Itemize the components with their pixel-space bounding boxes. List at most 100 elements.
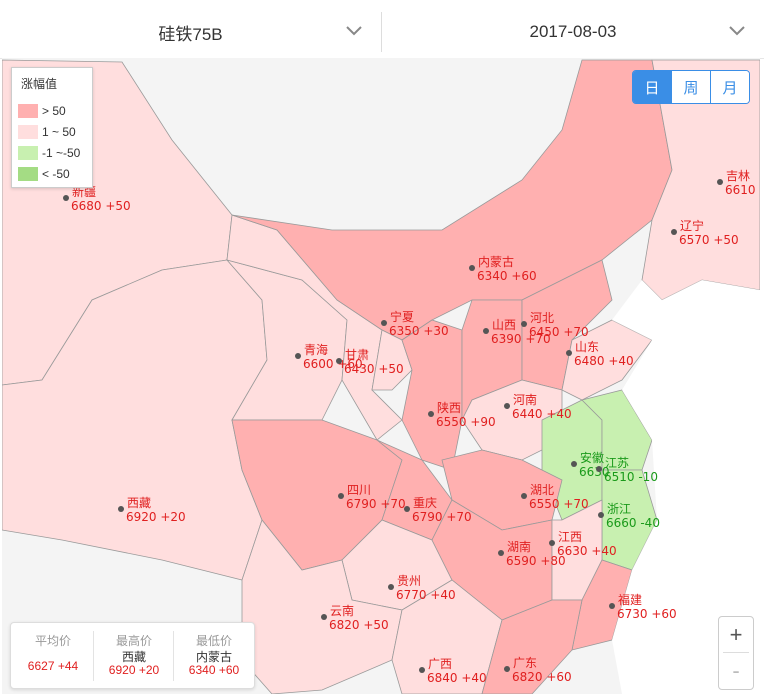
legend-item[interactable]: 1 ~ 50	[18, 123, 76, 141]
province-name: 山东	[575, 340, 599, 354]
period-week-button[interactable]: 周	[671, 71, 710, 103]
province-name: 湖北	[530, 482, 554, 497]
province-value: 6770 +40	[396, 588, 456, 602]
province-value: 6820 +60	[512, 670, 572, 684]
region-ningxia	[371, 329, 413, 391]
period-toggle: 日 周 月	[632, 70, 750, 104]
province-dot	[63, 195, 69, 201]
stat-divider	[93, 631, 94, 681]
province-dot	[483, 328, 489, 334]
product-select[interactable]: 硅铁75B	[0, 8, 381, 56]
province-name: 湖南	[507, 539, 531, 554]
province-value: 6680 +50	[71, 199, 131, 213]
sea-area	[612, 280, 760, 694]
zoom-out-button[interactable]: -	[732, 657, 740, 683]
province-value: 6820 +50	[329, 618, 389, 632]
legend-item[interactable]: -1 ~-50	[18, 144, 80, 162]
province-value: 6790 +70	[346, 497, 406, 511]
province-value: 6390 +70	[491, 332, 551, 346]
province-value: 6550 +90	[436, 415, 496, 429]
province-dot	[504, 403, 510, 409]
region-shaanxi	[401, 319, 463, 471]
product-select-value: 硅铁75B	[158, 24, 223, 44]
legend-label: -1 ~-50	[42, 146, 81, 160]
province-value: 6350 +30	[389, 324, 449, 338]
province-value: 6340 +60	[477, 269, 537, 283]
province-dot	[338, 493, 344, 499]
stat-value: 6627 +44	[27, 659, 79, 673]
province-name: 甘肃	[345, 348, 369, 362]
stat-min: 最低价 内蒙古 6340 +60	[174, 623, 254, 688]
province-dot	[596, 466, 602, 472]
province-value: 6920 +20	[126, 510, 186, 524]
province-name: 吉林	[726, 169, 750, 183]
province-value: 6840 +40	[427, 671, 487, 685]
china-price-map[interactable]: 新疆 6680 +50 吉林 6610 辽宁 6570 +50 内蒙古 6340 +60 宁夏 6…	[2, 58, 760, 694]
province-dot	[549, 540, 555, 546]
legend-item[interactable]: < -50	[18, 165, 70, 183]
province-value: 6610	[725, 183, 756, 197]
province-value: 6660 -40	[606, 516, 660, 530]
period-month-button[interactable]: 月	[710, 71, 749, 103]
legend-swatch	[18, 167, 38, 181]
zoom-separator	[723, 652, 749, 653]
legend-swatch	[18, 146, 38, 160]
stat-divider	[173, 631, 174, 681]
stat-max: 最高价 西藏 6920 +20	[94, 623, 174, 688]
top-bar: 硅铁75B 2017-08-03	[0, 0, 764, 59]
period-day-button[interactable]: 日	[633, 71, 671, 103]
province-dot	[504, 666, 510, 672]
province-dot	[671, 229, 677, 235]
province-name: 江西	[558, 530, 582, 544]
province-dot	[521, 493, 527, 499]
province-value: 6510 -10	[604, 470, 658, 484]
province-dot	[521, 321, 527, 327]
province-dot	[118, 506, 124, 512]
map-legend: 涨幅值 > 50 1 ~ 50 -1 ~-50 < -50	[11, 67, 93, 188]
province-name: 宁夏	[390, 309, 414, 324]
province-name: 青海	[304, 342, 328, 357]
province-dot	[419, 667, 425, 673]
date-select[interactable]: 2017-08-03	[382, 8, 764, 56]
province-value: 6480 +40	[574, 354, 634, 368]
province-value: 6730 +60	[617, 607, 677, 621]
zoom-in-button[interactable]: +	[729, 621, 743, 647]
province-name: 江苏	[605, 456, 629, 470]
price-stats-panel: 平均价 6627 +44 最高价 西藏 6920 +20 最低价 内蒙古 634…	[10, 622, 255, 689]
province-name: 河南	[513, 392, 537, 407]
stat-label: 最低价	[195, 634, 232, 648]
province-value: 6630 +40	[557, 544, 617, 558]
province-dot	[404, 506, 410, 512]
province-dot	[428, 411, 434, 417]
province-dot	[469, 265, 475, 271]
province-name: 山西	[492, 318, 516, 332]
province-name: 内蒙古	[478, 254, 514, 269]
legend-item[interactable]: > 50	[18, 102, 66, 120]
stat-value: 6920 +20	[108, 663, 160, 677]
province-dot	[321, 614, 327, 620]
